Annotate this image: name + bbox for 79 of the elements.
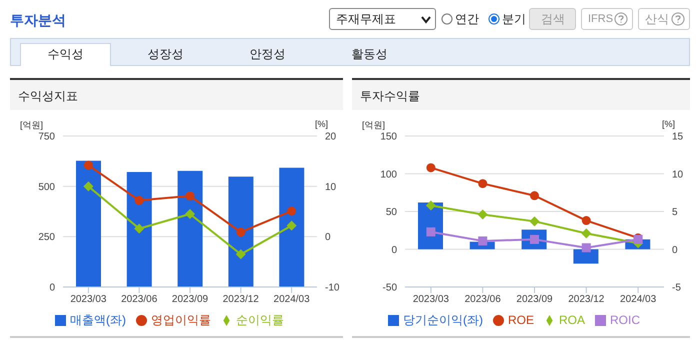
legend-label: 매출액(좌) [70, 313, 126, 327]
point [287, 206, 296, 216]
x-tick-label: 2024/03 [274, 294, 310, 306]
chart-title: 수익성지표 [18, 88, 78, 105]
legend-label: 영업이익률 [151, 313, 211, 327]
point [83, 181, 94, 192]
point [186, 191, 194, 200]
point [478, 236, 488, 246]
legend-label: ROA [559, 313, 586, 327]
point [426, 227, 436, 236]
y-tick-label: 500 [38, 182, 56, 193]
y2-tick-label: 15 [672, 132, 684, 143]
bar [76, 160, 101, 287]
legend-label: ROE [508, 313, 534, 327]
text: 안정성 [248, 46, 286, 63]
x-tick-label: 2023/06 [464, 294, 502, 306]
text: 투자분석 [10, 12, 66, 30]
y2-tick-label: -10 [325, 282, 340, 294]
y-tick-label: 150 [380, 132, 398, 143]
point [286, 220, 297, 231]
point [134, 196, 144, 205]
point [478, 179, 488, 188]
y2-tick-label: 0 [672, 244, 678, 256]
legend-label: ROIC [610, 313, 640, 327]
point [426, 200, 436, 210]
text: 분기 [502, 11, 526, 28]
y-tick-label: 0 [391, 244, 398, 256]
x-tick-label: 2023/03 [412, 294, 450, 306]
y2-axis-title: [%] [662, 119, 676, 129]
y2-tick-label: 5 [672, 207, 678, 218]
y2-tick-label: 10 [672, 169, 684, 180]
point [581, 228, 592, 238]
x-tick-label: 2023/12 [568, 294, 605, 306]
y2-tick-label: -5 [672, 282, 682, 294]
x-tick-label: 2024/03 [620, 294, 657, 306]
x-tick-label: 2023/09 [516, 294, 554, 306]
text: 성장성 [146, 46, 184, 63]
x-tick-label: 2023/03 [70, 294, 107, 306]
point [582, 243, 591, 252]
chart-title: 투자수익률 [360, 88, 420, 105]
bar [228, 176, 254, 287]
text: 검색 [529, 8, 576, 30]
legend-label: 당기순이익(좌) [402, 313, 483, 327]
text: 산식 [638, 8, 690, 30]
point [530, 216, 540, 226]
y-tick-label: 0 [49, 282, 56, 294]
y-tick-label: 100 [380, 169, 398, 180]
y-tick-label: 250 [38, 232, 56, 244]
bar [279, 168, 304, 287]
x-tick-label: 2023/12 [222, 294, 260, 306]
point [426, 163, 436, 172]
x-tick-label: 2023/06 [121, 294, 158, 306]
y-tick-label: 750 [38, 132, 56, 143]
point [185, 209, 195, 220]
text: 활동성 [350, 46, 388, 63]
text: 수익성 [20, 46, 111, 63]
point [236, 249, 246, 260]
bar [126, 172, 152, 287]
text: 연간 [455, 11, 479, 28]
bar [573, 249, 598, 264]
point [478, 210, 488, 220]
y-axis-title: [억원] [362, 119, 386, 132]
point [236, 228, 246, 237]
y2-tick-label: 20 [325, 132, 337, 143]
y2-axis-title: [%] [315, 119, 328, 129]
y2-tick-label: 0 [325, 232, 331, 244]
y-tick-label: -50 [382, 282, 398, 294]
bar [178, 170, 203, 287]
point [84, 160, 93, 170]
text: IFRS [581, 8, 633, 30]
y-axis-title: [억원] [20, 119, 44, 132]
y2-tick-label: 10 [325, 182, 337, 193]
point [582, 216, 591, 226]
text: 주재무제표 [329, 8, 436, 30]
y-tick-label: 50 [386, 207, 398, 218]
point [134, 224, 144, 234]
x-tick-label: 2023/09 [172, 294, 209, 306]
legend-label: 순이익률 [236, 313, 284, 327]
point [530, 191, 539, 200]
